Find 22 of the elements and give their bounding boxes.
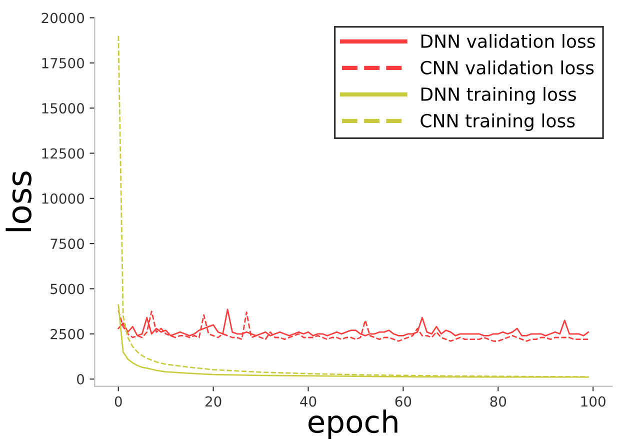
legend-label: CNN validation loss	[420, 60, 594, 74]
x-tick-label: 20	[206, 396, 222, 407]
y-tick-label: 12500	[42, 148, 84, 159]
x-axis-title: epoch	[308, 409, 398, 440]
x-tick-label: 80	[490, 396, 506, 407]
legend-label: DNN validation loss	[421, 34, 595, 48]
y-axis-title: loss	[6, 171, 32, 232]
y-tick-label: 7500	[50, 238, 84, 250]
y-tick-label: 0	[77, 374, 84, 385]
y-tick-label: 15000	[42, 103, 84, 114]
y-tick-label: 2500	[50, 328, 84, 340]
x-tick-label: 100	[581, 396, 606, 407]
y-tick-label: 10000	[42, 193, 84, 204]
legend-label: CNN training loss	[420, 114, 575, 131]
x-tick-label: 40	[300, 396, 316, 407]
line-series	[118, 310, 590, 342]
x-tick-label: 0	[114, 396, 122, 407]
y-tick-label: 20000	[42, 12, 84, 24]
x-tick-label: 60	[395, 396, 412, 407]
legend-label: DNN training loss	[421, 87, 576, 104]
y-tick-label: 17500	[42, 58, 84, 68]
y-tick-label: 5000	[50, 284, 84, 294]
